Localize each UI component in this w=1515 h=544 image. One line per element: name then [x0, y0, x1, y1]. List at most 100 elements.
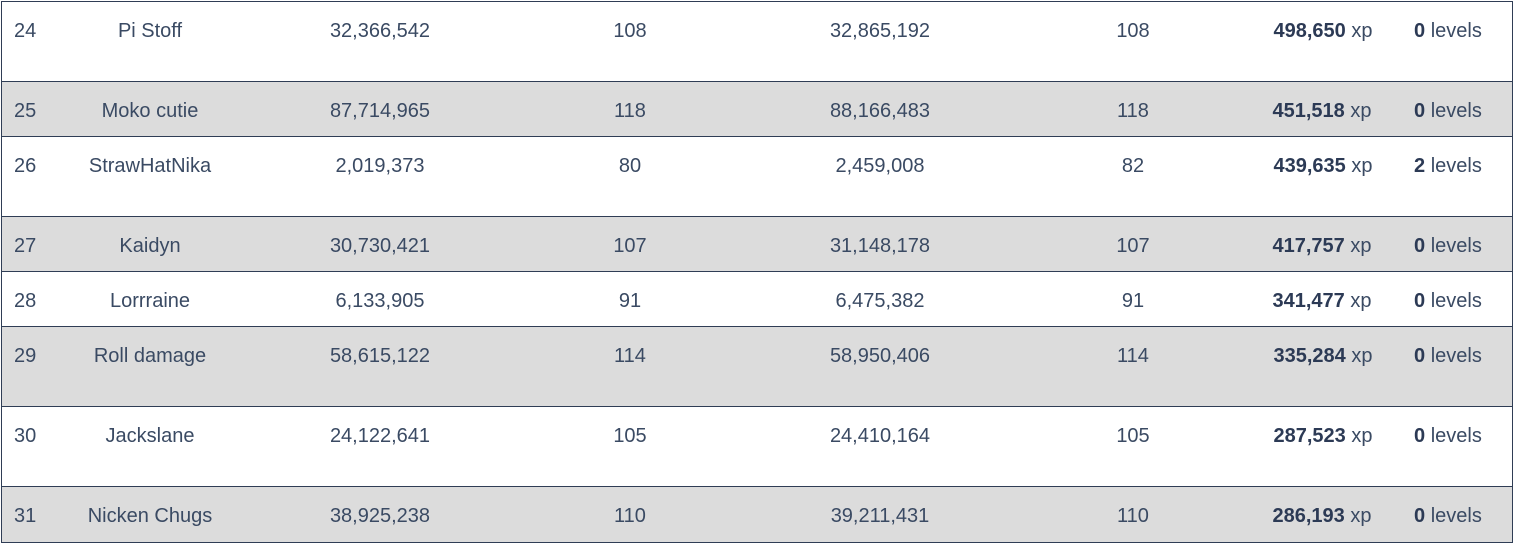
- xp-before-cell: 6,133,905: [335, 290, 425, 312]
- xp-unit: xp: [1350, 100, 1372, 122]
- levels-gain-value: 0: [1414, 505, 1426, 527]
- levels-gain-value: 0: [1414, 100, 1426, 122]
- player-name-cell: Kaidyn: [119, 235, 181, 257]
- levels-unit: levels: [1430, 290, 1482, 312]
- level-before-cell: 114: [614, 345, 646, 367]
- levels-gain-value: 0: [1414, 425, 1426, 447]
- level-before-cell: 91: [618, 290, 642, 312]
- xp-gain-cell: 498,650 xp: [1264, 19, 1382, 43]
- table-row: 30 Jackslane 24,122,641 105 24,410,164 1…: [2, 407, 1512, 487]
- xp-gain-cell: 287,523 xp: [1264, 424, 1382, 448]
- player-name-cell: Jackslane: [105, 425, 195, 447]
- level-before-cell: 80: [618, 155, 642, 177]
- xp-unit: xp: [1351, 20, 1373, 42]
- levels-gain-value: 0: [1414, 235, 1426, 257]
- xp-after-cell: 24,410,164: [829, 425, 931, 447]
- xp-after-cell: 58,950,406: [829, 345, 931, 367]
- table-row: 24 Pi Stoff 32,366,542 108 32,865,192 10…: [2, 2, 1512, 82]
- xp-gain-cell: 417,757 xp: [1242, 234, 1402, 258]
- player-name-cell: Pi Stoff: [117, 20, 183, 42]
- table-row: 26 StrawHatNika 2,019,373 80 2,459,008 8…: [2, 137, 1512, 217]
- xp-gain-value: 287,523: [1273, 425, 1346, 447]
- xp-gain-cell: 451,518 xp: [1242, 99, 1402, 123]
- level-after-cell: 114: [1117, 345, 1149, 367]
- rank-cell: 27: [14, 235, 37, 257]
- levels-gain-value: 0: [1414, 20, 1426, 42]
- level-after-cell: 107: [1116, 235, 1150, 257]
- levels-gain-cell: 0 levels: [1414, 289, 1510, 313]
- levels-gain-cell: 0 levels: [1414, 19, 1510, 43]
- xp-before-cell: 58,615,122: [329, 345, 431, 367]
- level-after-cell: 108: [1116, 20, 1150, 42]
- levels-unit: levels: [1430, 235, 1482, 257]
- level-before-cell: 118: [614, 100, 646, 122]
- level-after-cell: 110: [1117, 505, 1149, 527]
- level-after-cell: 105: [1116, 425, 1150, 447]
- xp-before-cell: 32,366,542: [329, 20, 431, 42]
- xp-unit: xp: [1351, 425, 1373, 447]
- table-row: 31 Nicken Chugs 38,925,238 110 39,211,43…: [2, 487, 1512, 543]
- levels-gain-value: 0: [1414, 345, 1426, 367]
- rank-cell: 28: [14, 290, 37, 312]
- xp-gain-value: 417,757: [1272, 235, 1345, 257]
- rank-cell: 31: [14, 505, 37, 527]
- levels-unit: levels: [1430, 425, 1482, 447]
- levels-gain-cell: 0 levels: [1414, 344, 1510, 368]
- levels-gain-cell: 0 levels: [1414, 504, 1510, 528]
- levels-unit: levels: [1430, 155, 1482, 177]
- levels-gain-cell: 0 levels: [1414, 99, 1510, 123]
- level-before-cell: 107: [613, 235, 647, 257]
- level-after-cell: 118: [1117, 100, 1149, 122]
- levels-gain-cell: 0 levels: [1414, 424, 1510, 448]
- xp-before-cell: 24,122,641: [329, 425, 431, 447]
- xp-before-cell: 30,730,421: [329, 235, 431, 257]
- xp-gain-value: 335,284: [1273, 345, 1346, 367]
- levels-gain-cell: 2 levels: [1414, 154, 1510, 178]
- xp-after-cell: 39,211,431: [830, 505, 930, 527]
- table-row: 25 Moko cutie 87,714,965 118 88,166,483 …: [2, 82, 1512, 137]
- xp-gain-value: 451,518: [1272, 100, 1345, 122]
- levels-unit: levels: [1430, 345, 1482, 367]
- level-after-cell: 82: [1121, 155, 1145, 177]
- rank-cell: 25: [14, 100, 37, 122]
- levels-gain-cell: 0 levels: [1414, 234, 1510, 258]
- table-row: 27 Kaidyn 30,730,421 107 31,148,178 107 …: [2, 217, 1512, 272]
- rank-cell: 29: [14, 345, 37, 367]
- xp-gain-cell: 335,284 xp: [1264, 344, 1382, 368]
- xp-unit: xp: [1350, 235, 1372, 257]
- xp-after-cell: 88,166,483: [829, 100, 931, 122]
- xp-gain-cell: 341,477 xp: [1242, 289, 1402, 313]
- xp-after-cell: 31,148,178: [829, 235, 931, 257]
- xp-gain-value: 286,193: [1272, 505, 1345, 527]
- xp-unit: xp: [1351, 155, 1373, 177]
- level-after-cell: 91: [1121, 290, 1145, 312]
- level-before-cell: 105: [613, 425, 647, 447]
- levels-unit: levels: [1430, 505, 1482, 527]
- table-row: 29 Roll damage 58,615,122 114 58,950,406…: [2, 327, 1512, 407]
- rank-cell: 26: [14, 155, 37, 177]
- xp-gain-value: 498,650: [1273, 20, 1346, 42]
- xp-gain-value: 341,477: [1272, 290, 1345, 312]
- xp-gain-cell: 286,193 xp: [1242, 504, 1402, 528]
- xp-gain-value: 439,635: [1273, 155, 1346, 177]
- player-name-cell: Lorrraine: [109, 290, 191, 312]
- levels-gain-value: 0: [1414, 290, 1426, 312]
- levels-unit: levels: [1430, 20, 1482, 42]
- xp-unit: xp: [1350, 290, 1372, 312]
- xp-gain-cell: 439,635 xp: [1264, 154, 1382, 178]
- rank-cell: 24: [14, 20, 37, 42]
- xp-after-cell: 2,459,008: [835, 155, 925, 177]
- xp-after-cell: 32,865,192: [829, 20, 931, 42]
- levels-unit: levels: [1430, 100, 1482, 122]
- xp-after-cell: 6,475,382: [835, 290, 925, 312]
- player-name-cell: StrawHatNika: [88, 155, 212, 177]
- xp-unit: xp: [1350, 505, 1372, 527]
- xp-before-cell: 2,019,373: [335, 155, 425, 177]
- player-name-cell: Moko cutie: [101, 100, 199, 122]
- level-before-cell: 108: [613, 20, 647, 42]
- xp-unit: xp: [1351, 345, 1373, 367]
- player-name-cell: Nicken Chugs: [87, 505, 213, 527]
- xp-before-cell: 38,925,238: [329, 505, 431, 527]
- levels-gain-value: 2: [1414, 155, 1426, 177]
